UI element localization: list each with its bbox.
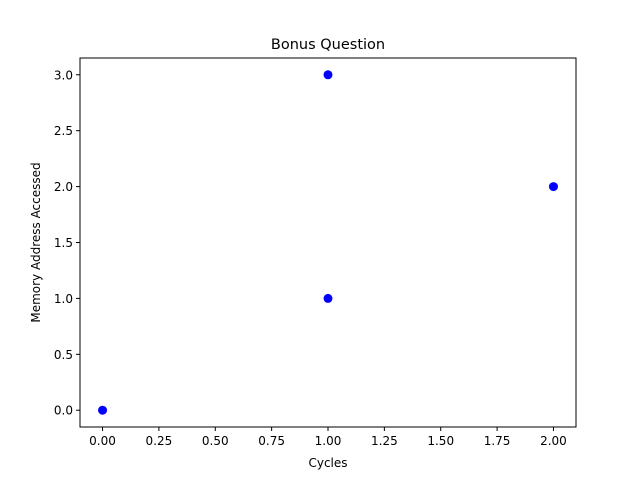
y-tick-label: 2.5	[54, 124, 73, 138]
y-tick-label: 0.5	[54, 348, 73, 362]
y-tick-label: 2.0	[54, 180, 73, 194]
x-tick-label: 1.00	[315, 434, 342, 448]
points-layer	[98, 70, 558, 415]
y-tick-label: 1.5	[54, 236, 73, 250]
x-axis-title: Cycles	[308, 456, 347, 470]
x-tick-label: 1.25	[371, 434, 398, 448]
x-tick-label: 1.50	[427, 434, 454, 448]
x-tick-label: 2.00	[540, 434, 567, 448]
x-tick-label: 0.50	[202, 434, 229, 448]
y-tick-label: 0.0	[54, 404, 73, 418]
y-axis-title: Memory Address Accessed	[29, 162, 43, 322]
x-tick-label: 1.75	[484, 434, 511, 448]
data-point	[98, 405, 108, 415]
ticks-layer: 0.00 0.25 0.50 0.75 1.00 1.25 1.50 1.75 2.00 0.0 0…	[54, 68, 567, 448]
x-tick-label: 0.75	[258, 434, 285, 448]
data-point	[323, 293, 333, 303]
y-tick-label: 1.0	[54, 292, 73, 306]
plot-frame	[79, 57, 577, 428]
chart-title: Bonus Question	[271, 37, 385, 53]
x-tick-label: 0.00	[89, 434, 116, 448]
data-point	[548, 182, 558, 192]
y-tick-label: 3.0	[54, 68, 73, 82]
data-point	[323, 70, 333, 80]
x-tick-label: 0.25	[146, 434, 173, 448]
